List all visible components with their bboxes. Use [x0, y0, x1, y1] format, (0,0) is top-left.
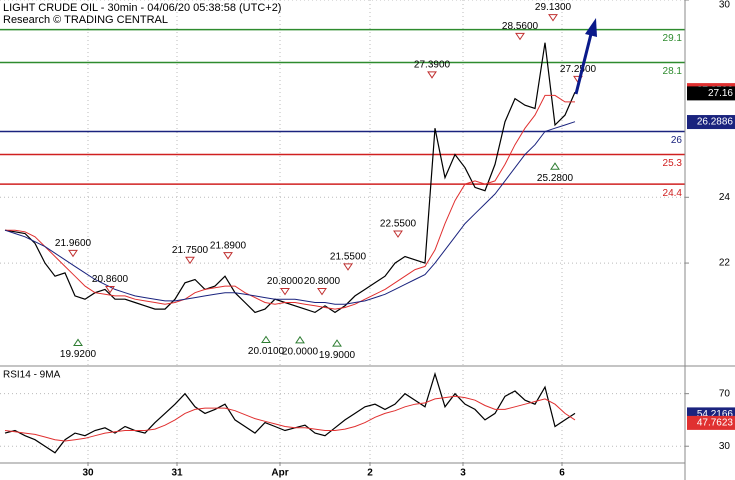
low-label: 20.0000: [282, 346, 319, 357]
chart-subtitle: Research © TRADING CENTRAL: [3, 14, 168, 26]
low-marker: [550, 162, 560, 170]
x-tick-label: 30: [82, 468, 94, 479]
high-label: 22.5500: [380, 219, 417, 230]
x-tick-label: 2: [367, 468, 373, 479]
y-tick-label: 70: [719, 388, 731, 399]
high-label: 21.7500: [172, 245, 209, 256]
high-label: 21.8900: [210, 240, 247, 251]
high-marker: [223, 252, 233, 260]
high-label: 20.8600: [92, 274, 129, 285]
high-marker: [105, 286, 115, 294]
y-tick-label: 24: [719, 192, 731, 203]
high-label: 27.2500: [560, 64, 597, 75]
x-tick-label: 3: [460, 468, 466, 479]
x-tick-label: Apr: [271, 468, 288, 479]
level-label: 28.1: [663, 66, 683, 77]
x-tick-label: 6: [559, 468, 565, 479]
high-marker: [68, 249, 78, 258]
low-label: 19.9000: [319, 350, 356, 361]
series-line: [4, 121, 576, 305]
high-label: 21.5500: [330, 252, 367, 263]
series-line: [5, 94, 575, 310]
high-marker: [185, 256, 195, 265]
high-label: 20.8000: [304, 276, 341, 287]
price-box: [687, 415, 735, 430]
high-marker: [343, 263, 353, 271]
plot-layer: 29.1 28.1 26 25.3 24.4 29.1300 28.5600 27.3900 2…: [0, 0, 689, 466]
high-label: 28.5600: [502, 21, 539, 32]
arrow-head: [585, 18, 597, 37]
price-box-label: 54.2166: [697, 409, 734, 420]
price-box-label: 26.2886: [697, 117, 734, 128]
y-tick-label: 22: [719, 258, 731, 269]
high-marker: [393, 230, 403, 238]
level-label: 26: [671, 135, 683, 146]
high-marker: [515, 32, 525, 41]
high-label: 29.1300: [535, 2, 572, 13]
price-box-label: 47.7623: [697, 418, 734, 429]
y-tick-label: 30: [719, 0, 731, 11]
price-box-label: 27.16: [708, 88, 733, 99]
high-marker: [317, 288, 327, 296]
low-label: 20.0100: [248, 346, 285, 357]
low-label: 19.9200: [60, 349, 97, 360]
low-marker: [332, 339, 342, 347]
high-marker: [548, 14, 558, 22]
arrow-shaft: [574, 33, 593, 95]
series-line: [4, 395, 576, 442]
level-label: 29.1: [663, 33, 683, 44]
chart-title: LIGHT CRUDE OIL - 30min - 04/06/20 05:38…: [3, 2, 281, 14]
high-marker: [280, 288, 290, 296]
x-tick-label: 31: [171, 468, 183, 479]
low-marker: [261, 335, 271, 343]
low-label: 25.2800: [537, 173, 574, 184]
rsi-title: RSI14 - 9MA: [3, 370, 61, 381]
high-label: 20.8000: [267, 276, 304, 287]
high-label: 21.9600: [55, 238, 92, 249]
price-box: [687, 86, 735, 101]
forecast-arrow: [574, 18, 597, 95]
low-marker: [295, 335, 305, 344]
price-box: [687, 115, 735, 130]
high-label: 27.3900: [414, 59, 451, 70]
low-marker: [73, 338, 83, 346]
y-tick-label: 30: [719, 441, 731, 452]
level-label: 24.4: [663, 188, 683, 199]
series-line: [4, 371, 576, 454]
series-line: [4, 42, 576, 314]
level-label: 25.3: [663, 158, 683, 169]
high-marker: [427, 71, 437, 79]
